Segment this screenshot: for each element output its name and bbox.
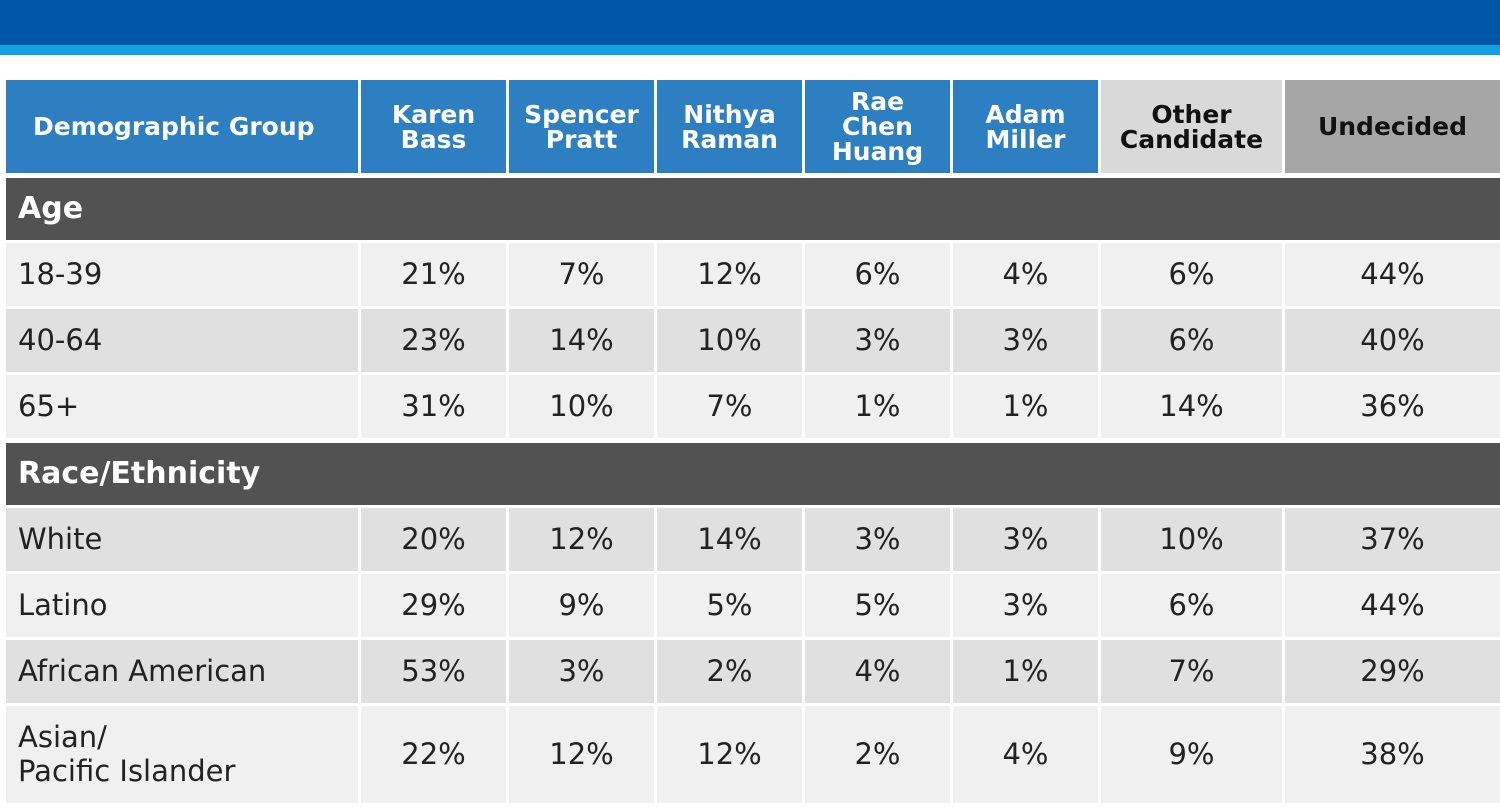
cell-value: 2%: [805, 706, 950, 803]
cell-value: 6%: [1101, 243, 1282, 306]
cell-value: 14%: [657, 508, 802, 571]
top-stripe: [0, 45, 1500, 55]
column-header: Other Candidate: [1101, 80, 1282, 173]
cell-value: 1%: [805, 375, 950, 438]
cell-value: 12%: [509, 508, 654, 571]
cell-value: 1%: [953, 375, 1098, 438]
row-label: 18-39: [6, 243, 358, 306]
column-header: Demographic Group: [6, 80, 358, 173]
column-header: Rae Chen Huang: [805, 80, 950, 173]
cell-value: 38%: [1285, 706, 1500, 803]
top-banner: [0, 0, 1500, 45]
cell-value: 29%: [1285, 640, 1500, 703]
section-header: Age: [6, 178, 1500, 240]
cell-value: 22%: [361, 706, 506, 803]
cell-value: 29%: [361, 574, 506, 637]
cell-value: 21%: [361, 243, 506, 306]
cell-value: 3%: [953, 574, 1098, 637]
cell-value: 12%: [657, 706, 802, 803]
cell-value: 7%: [1101, 640, 1282, 703]
cell-value: 7%: [657, 375, 802, 438]
cell-value: 3%: [953, 309, 1098, 372]
cell-value: 44%: [1285, 243, 1500, 306]
cell-value: 14%: [509, 309, 654, 372]
cell-value: 14%: [1101, 375, 1282, 438]
cell-value: 5%: [657, 574, 802, 637]
cell-value: 2%: [657, 640, 802, 703]
cell-value: 3%: [805, 508, 950, 571]
row-label: Latino: [6, 574, 358, 637]
cell-value: 4%: [805, 640, 950, 703]
cell-value: 10%: [1101, 508, 1282, 571]
row-label: White: [6, 508, 358, 571]
column-header: Adam Miller: [953, 80, 1098, 173]
cell-value: 9%: [509, 574, 654, 637]
cell-value: 5%: [805, 574, 950, 637]
cell-value: 10%: [657, 309, 802, 372]
cell-value: 36%: [1285, 375, 1500, 438]
cell-value: 3%: [953, 508, 1098, 571]
cell-value: 23%: [361, 309, 506, 372]
cell-value: 4%: [953, 243, 1098, 306]
cell-value: 12%: [509, 706, 654, 803]
column-header: Karen Bass: [361, 80, 506, 173]
cell-value: 20%: [361, 508, 506, 571]
row-label: Asian/ Pacific Islander: [6, 706, 358, 803]
cell-value: 40%: [1285, 309, 1500, 372]
column-header: Undecided: [1285, 80, 1500, 173]
section-header: Race/Ethnicity: [6, 443, 1500, 505]
cell-value: 12%: [657, 243, 802, 306]
cell-value: 44%: [1285, 574, 1500, 637]
cell-value: 3%: [805, 309, 950, 372]
row-label: African American: [6, 640, 358, 703]
cell-value: 53%: [361, 640, 506, 703]
cell-value: 4%: [953, 706, 1098, 803]
cell-value: 6%: [1101, 574, 1282, 637]
row-label: 40-64: [6, 309, 358, 372]
row-label: 65+: [6, 375, 358, 438]
cell-value: 6%: [805, 243, 950, 306]
cell-value: 37%: [1285, 508, 1500, 571]
cell-value: 9%: [1101, 706, 1282, 803]
column-header: Spencer Pratt: [509, 80, 654, 173]
cell-value: 31%: [361, 375, 506, 438]
cell-value: 7%: [509, 243, 654, 306]
cell-value: 1%: [953, 640, 1098, 703]
column-header: Nithya Raman: [657, 80, 802, 173]
cell-value: 10%: [509, 375, 654, 438]
cell-value: 6%: [1101, 309, 1282, 372]
cell-value: 3%: [509, 640, 654, 703]
